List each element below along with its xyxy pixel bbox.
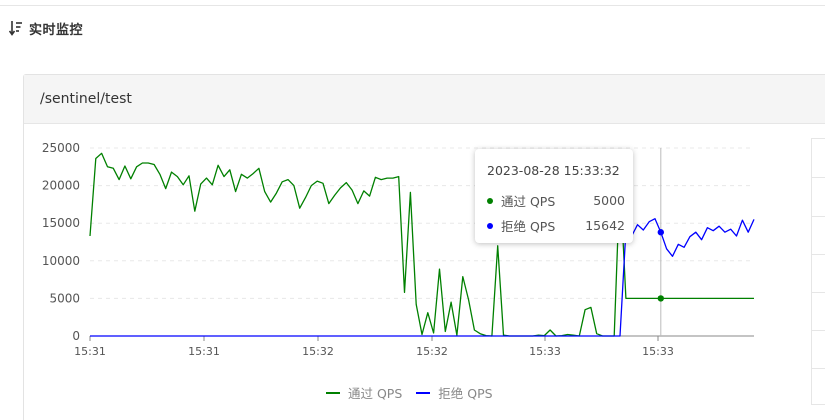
y-tick-label: 5000 <box>49 291 80 305</box>
panel-heading: /sentinel/test <box>24 75 825 124</box>
y-tick-label: 10000 <box>42 254 80 268</box>
table-row-divider <box>812 177 825 178</box>
page-header: 实时监控 <box>9 18 83 38</box>
legend-item-block[interactable]: 拒绝 QPS <box>416 383 493 402</box>
page-title: 实时监控 <box>29 22 84 38</box>
table-row-divider <box>812 292 825 293</box>
tooltip-row-block: 拒绝 QPS 15642 <box>487 216 625 235</box>
pass-dot-icon <box>487 197 493 204</box>
legend-block-line-icon <box>416 391 431 394</box>
legend-pass-line-icon <box>326 391 340 394</box>
sort-descending-icon <box>9 21 22 36</box>
legend-item-pass[interactable]: 通过 QPS <box>326 383 402 402</box>
tooltip-label-block: 拒绝 QPS <box>501 219 556 234</box>
tooltip-value-block: 15642 <box>585 218 625 233</box>
x-tick-label: 15:31 <box>74 345 106 358</box>
x-tick-label: 15:33 <box>642 345 674 358</box>
chart-tooltip: 2023-08-28 15:33:32 通过 QPS 5000 拒绝 QPS 1… <box>475 149 633 243</box>
tooltip-row-pass: 通过 QPS 5000 <box>487 191 625 210</box>
resource-panel: /sentinel/test <box>23 74 825 420</box>
block-qps-highlight-point <box>657 229 665 236</box>
resource-name: /sentinel/test <box>40 91 132 107</box>
y-tick-label: 0 <box>72 329 80 343</box>
x-tick-label: 15:31 <box>188 345 220 358</box>
x-tick-label: 15:32 <box>302 345 334 358</box>
table-row-divider <box>812 368 825 369</box>
tooltip-value-pass: 5000 <box>593 193 625 208</box>
block-dot-icon <box>487 222 493 229</box>
y-tick-label: 15000 <box>42 216 80 230</box>
table-row-divider <box>812 216 825 217</box>
tooltip-time: 2023-08-28 15:33:32 <box>487 163 620 178</box>
x-tick-label: 15:32 <box>416 345 448 358</box>
legend-label-pass: 通过 QPS <box>348 386 403 401</box>
chart-legend: 通过 QPS 拒绝 QPS <box>326 383 507 402</box>
legend-label-block: 拒绝 QPS <box>438 386 493 401</box>
x-tick-label: 15:33 <box>529 345 561 358</box>
block-qps-series-line <box>90 218 755 337</box>
y-tick-label: 20000 <box>42 179 80 193</box>
pass-qps-series-line <box>89 152 754 337</box>
table-row-divider <box>812 254 825 255</box>
table-row-divider <box>812 330 825 331</box>
pass-qps-highlight-point <box>657 295 665 302</box>
resource-table-edge <box>811 138 825 405</box>
top-divider <box>0 5 825 6</box>
y-tick-label: 25000 <box>42 141 80 155</box>
tooltip-label-pass: 通过 QPS <box>501 194 556 209</box>
